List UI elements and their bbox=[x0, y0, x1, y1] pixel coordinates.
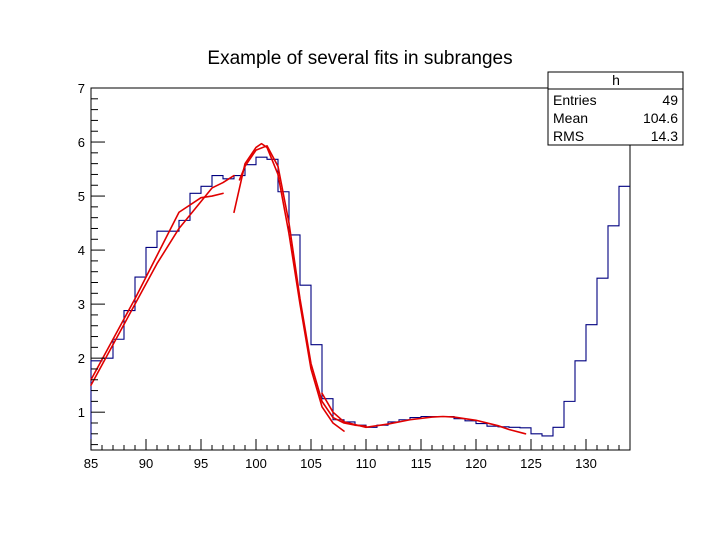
x-tick-label: 95 bbox=[194, 456, 208, 471]
y-tick-label: 3 bbox=[78, 297, 85, 312]
x-tick-label: 125 bbox=[520, 456, 542, 471]
x-tick-label: 120 bbox=[465, 456, 487, 471]
fit-curve-4 bbox=[238, 145, 367, 428]
y-tick-label: 4 bbox=[78, 243, 85, 258]
plot-area: 85 90 95 100 105 110 115 120 125 130 1 2 3 4 5 6 7 bbox=[78, 81, 631, 471]
x-axis: 85 90 95 100 105 110 115 120 125 130 bbox=[84, 439, 631, 471]
histogram-series-h bbox=[90, 156, 630, 450]
stats-rms-label: RMS bbox=[553, 128, 584, 144]
y-tick-label: 6 bbox=[78, 135, 85, 150]
x-tick-label: 130 bbox=[575, 456, 597, 471]
fit-curve-1 bbox=[90, 174, 235, 386]
x-tick-label: 90 bbox=[139, 456, 153, 471]
y-tick-label: 7 bbox=[78, 81, 85, 96]
stats-entries-value: 49 bbox=[662, 92, 678, 108]
fit-curve-2 bbox=[90, 192, 224, 381]
fit-curve-5 bbox=[321, 392, 527, 435]
x-tick-label: 110 bbox=[356, 456, 377, 471]
y-axis: 1 2 3 4 5 6 7 bbox=[78, 81, 105, 446]
stats-box-frame bbox=[547, 71, 684, 146]
fit-curves bbox=[90, 142, 527, 435]
x-tick-label: 85 bbox=[84, 456, 98, 471]
stats-mean-label: Mean bbox=[553, 110, 588, 126]
y-tick-label: 2 bbox=[78, 351, 85, 366]
stats-rms-value: 14.3 bbox=[651, 128, 678, 144]
stats-mean-value: 104.6 bbox=[643, 110, 678, 126]
x-tick-label: 115 bbox=[411, 456, 432, 471]
y-tick-label: 1 bbox=[78, 405, 85, 420]
chart-title: Example of several fits in subranges bbox=[207, 48, 512, 69]
stats-box: h Entries 49 Mean 104.6 RMS 14.3 bbox=[547, 71, 684, 146]
x-tick-label: 105 bbox=[300, 456, 322, 471]
stats-box-title: h bbox=[612, 72, 620, 88]
stats-entries-label: Entries bbox=[553, 92, 597, 108]
y-tick-label: 5 bbox=[78, 189, 85, 204]
plot-frame bbox=[90, 87, 631, 451]
x-tick-label: 100 bbox=[245, 456, 267, 471]
fit-curve-3 bbox=[233, 142, 345, 432]
